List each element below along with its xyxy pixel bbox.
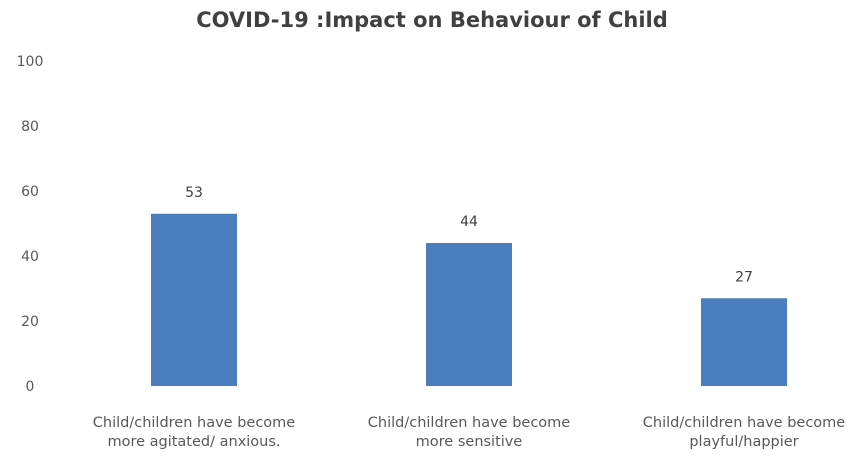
y-tick-label: 80 [21,119,39,135]
bar [151,213,237,386]
y-tick-label: 20 [21,314,39,330]
y-tick-label: 60 [21,184,39,200]
y-tick-label: 100 [17,54,44,70]
bars [151,213,787,386]
y-tick-label: 40 [21,249,39,265]
category-label: Child/children have become more sensitive [368,415,571,450]
y-tick-label: 0 [26,379,35,395]
category-label: Child/children have become playful/happie… [643,415,846,450]
category-label: Child/children have become more agitated/… [93,415,296,450]
data-label: 27 [735,269,753,285]
bar [701,298,787,386]
x-axis: Child/children have become more agitated/… [93,415,846,450]
data-label: 53 [185,185,203,201]
chart-title: COVID-19 :Impact on Behaviour of Child [196,8,668,32]
data-labels: 53 44 27 [185,185,753,286]
y-axis: 0 20 40 60 80 100 [17,54,44,395]
data-label: 44 [460,214,478,230]
bar [426,243,512,386]
